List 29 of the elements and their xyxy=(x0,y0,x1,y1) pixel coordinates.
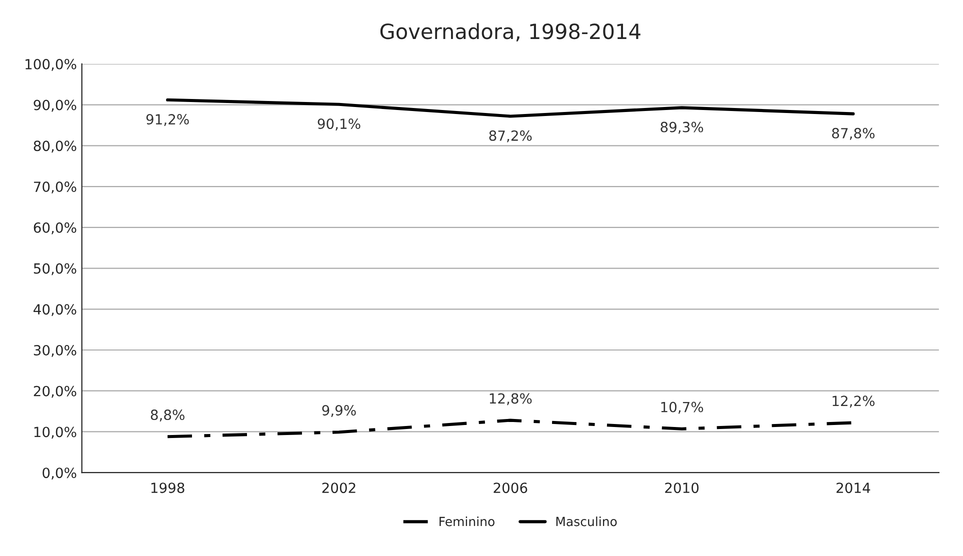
data-label: 91,2% xyxy=(146,114,189,126)
data-label: 12,8% xyxy=(490,393,532,406)
y-tick-label: 20,0% xyxy=(34,386,76,398)
y-tick-label: 90,0% xyxy=(34,100,76,112)
y-tick-label: 70,0% xyxy=(34,182,76,194)
data-label: 87,8% xyxy=(832,128,875,140)
x-tick-label: 2014 xyxy=(836,482,870,494)
data-label: 8,8% xyxy=(150,410,184,422)
x-tick-label: 1998 xyxy=(151,482,184,494)
y-tick-label: 100,0% xyxy=(26,58,76,71)
y-tick-label: 30,0% xyxy=(34,344,76,357)
data-label: 87,2% xyxy=(489,130,532,142)
x-tick-label: 2006 xyxy=(494,482,528,494)
data-label: 10,7% xyxy=(661,402,704,414)
legend-label: Feminino xyxy=(440,516,494,526)
y-tick-label: 50,0% xyxy=(34,263,76,276)
data-label: 89,3% xyxy=(660,122,704,134)
y-tick-label: 0,0% xyxy=(42,468,76,480)
x-tick-label: 2010 xyxy=(665,482,699,494)
chart-title: Governadora, 1998-2014 xyxy=(380,23,640,42)
data-label: 9,9% xyxy=(322,405,356,417)
data-label: 90,1% xyxy=(318,118,360,130)
y-tick-label: 60,0% xyxy=(34,222,76,234)
y-tick-label: 10,0% xyxy=(34,426,76,439)
x-tick-label: 2002 xyxy=(322,482,356,494)
y-tick-label: 40,0% xyxy=(34,304,76,316)
legend-label: Masculino xyxy=(556,516,617,526)
y-tick-label: 80,0% xyxy=(34,140,76,153)
data-label: 12,2% xyxy=(832,396,875,408)
